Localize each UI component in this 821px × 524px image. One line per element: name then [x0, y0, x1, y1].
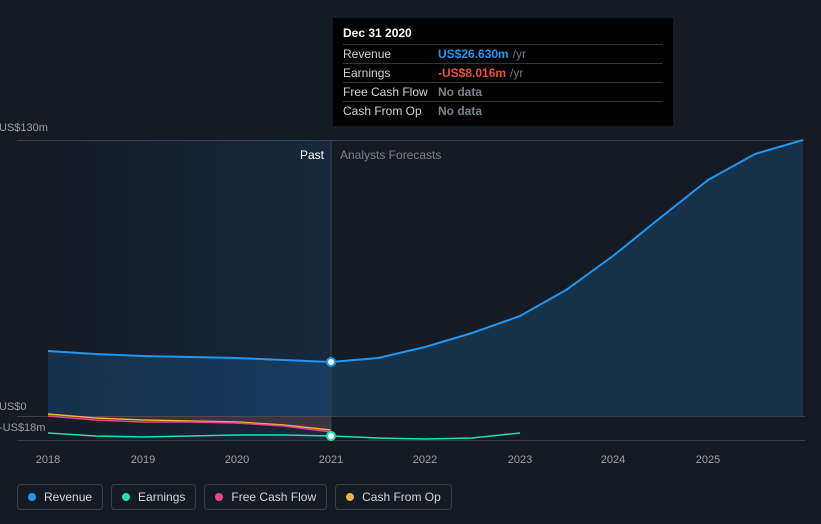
x-tick-label: 2024 [601, 454, 625, 466]
tooltip-value: US$26.630m [438, 47, 509, 61]
x-tick-label: 2021 [319, 454, 343, 466]
legend-dot [28, 493, 36, 501]
legend-dot [346, 493, 354, 501]
tooltip-row-earnings: Earnings -US$8.016m /yr [343, 63, 663, 82]
y-tick-label: US$130m [0, 122, 69, 134]
legend-label: Cash From Op [362, 490, 441, 504]
tooltip-value: No data [438, 85, 482, 99]
tooltip-row-revenue: Revenue US$26.630m /yr [343, 44, 663, 63]
tooltip-unit: /yr [510, 66, 523, 80]
chart-plot[interactable] [17, 140, 805, 450]
legend-item-earnings[interactable]: Earnings [111, 484, 196, 510]
legend-label: Earnings [138, 490, 185, 504]
x-tick-label: 2022 [413, 454, 437, 466]
x-tick-label: 2025 [696, 454, 720, 466]
tooltip-value: -US$8.016m [438, 66, 506, 80]
legend-item-fcf[interactable]: Free Cash Flow [204, 484, 327, 510]
tooltip-unit: /yr [513, 47, 526, 61]
x-tick-label: 2020 [225, 454, 249, 466]
fcf-area [48, 416, 331, 432]
legend-dot [215, 493, 223, 501]
tooltip-row-cashop: Cash From Op No data [343, 101, 663, 120]
legend-item-cashop[interactable]: Cash From Op [335, 484, 452, 510]
tooltip-label: Earnings [343, 66, 438, 80]
tooltip-label: Free Cash Flow [343, 85, 438, 99]
revenue-area [48, 140, 803, 416]
marker-revenue [326, 357, 336, 367]
hover-tooltip: Dec 31 2020 Revenue US$26.630m /yr Earni… [333, 18, 673, 126]
tooltip-row-fcf: Free Cash Flow No data [343, 82, 663, 101]
tooltip-date: Dec 31 2020 [343, 26, 663, 44]
tooltip-value: No data [438, 104, 482, 118]
tooltip-label: Revenue [343, 47, 438, 61]
x-tick-label: 2018 [36, 454, 60, 466]
x-tick-label: 2019 [131, 454, 155, 466]
legend-label: Revenue [44, 490, 92, 504]
x-tick-label: 2023 [508, 454, 532, 466]
tooltip-label: Cash From Op [343, 104, 438, 118]
legend-dot [122, 493, 130, 501]
earnings-line [48, 433, 520, 439]
legend: Revenue Earnings Free Cash Flow Cash Fro… [17, 484, 452, 510]
legend-label: Free Cash Flow [231, 490, 316, 504]
legend-item-revenue[interactable]: Revenue [17, 484, 103, 510]
marker-earnings [326, 431, 336, 441]
